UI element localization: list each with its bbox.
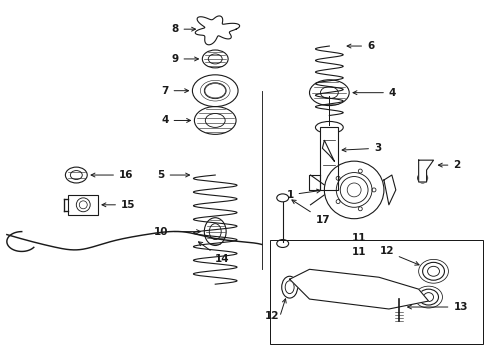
Bar: [69, 195, 98, 215]
Text: 13: 13: [408, 302, 468, 312]
Text: 8: 8: [172, 24, 196, 34]
Text: 1: 1: [286, 189, 320, 200]
Text: 10: 10: [154, 226, 200, 237]
Text: 11: 11: [352, 233, 367, 243]
Text: 15: 15: [102, 200, 135, 210]
Text: 17: 17: [292, 200, 330, 225]
Text: 7: 7: [161, 86, 189, 96]
Text: 2: 2: [439, 160, 461, 170]
Text: 4: 4: [353, 88, 396, 98]
Text: 9: 9: [172, 54, 198, 64]
Text: 12: 12: [379, 247, 419, 265]
Text: 4: 4: [161, 116, 191, 126]
Bar: [320, 127, 338, 190]
Text: 5: 5: [157, 170, 190, 180]
Text: 6: 6: [347, 41, 374, 51]
Text: 11: 11: [352, 247, 367, 257]
Polygon shape: [290, 269, 429, 309]
Ellipse shape: [316, 121, 343, 133]
Bar: [270, 239, 483, 344]
Polygon shape: [418, 160, 434, 182]
Text: 3: 3: [342, 143, 381, 153]
Polygon shape: [196, 16, 240, 45]
Text: 16: 16: [91, 170, 133, 180]
Text: 12: 12: [265, 311, 279, 321]
Text: 14: 14: [198, 242, 230, 264]
